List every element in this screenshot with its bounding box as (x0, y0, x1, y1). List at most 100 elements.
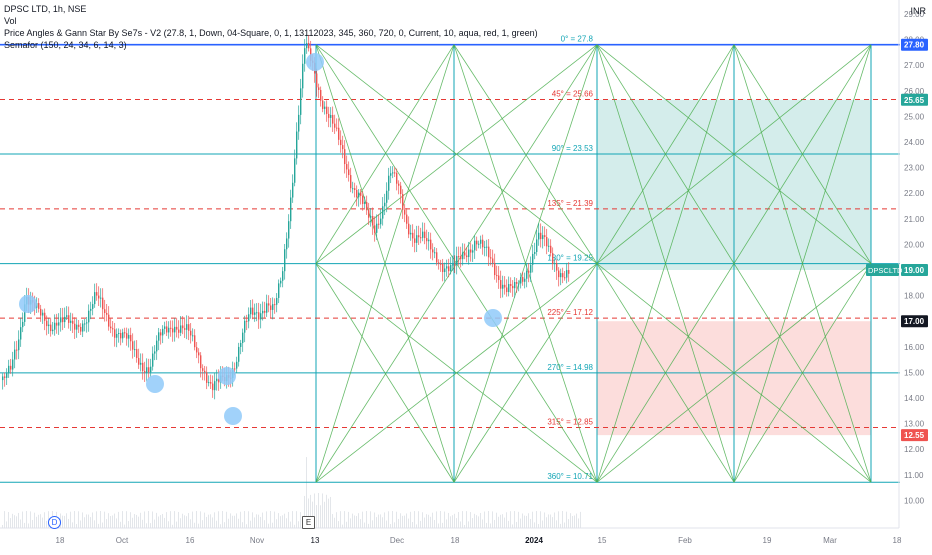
volume-bar (488, 511, 489, 528)
candle-body (6, 373, 8, 378)
volume-bar (330, 496, 331, 528)
volume-indicator-label[interactable]: Vol (4, 16, 17, 26)
symbol-title[interactable]: DPSC LTD, 1h, NSE (4, 4, 87, 14)
volume-bar (198, 523, 199, 528)
candle-body (410, 232, 412, 235)
candle-body (448, 266, 450, 272)
candle-body (494, 262, 496, 276)
candle-body (150, 366, 152, 373)
currency-label[interactable]: INR (910, 6, 927, 16)
candle-body (8, 365, 10, 374)
volume-bar (500, 514, 501, 528)
candle-body (444, 268, 446, 273)
semafor-indicator-label[interactable]: Semafor (150, 24, 34, 6, 14, 3) (4, 40, 127, 50)
candle-body (76, 324, 78, 330)
volume-bar (178, 511, 179, 528)
candle-body (522, 277, 524, 282)
candle-body (382, 206, 384, 219)
volume-bar (504, 517, 505, 528)
candle-body (352, 188, 354, 190)
volume-bar (390, 524, 391, 528)
volume-bar (336, 512, 337, 528)
volume-bar (370, 511, 371, 528)
candle-body (160, 332, 162, 336)
candle-body (358, 192, 360, 198)
volume-bar (220, 524, 221, 528)
volume-bar (406, 513, 407, 528)
volume-bar (576, 513, 577, 528)
volume-bar (530, 518, 531, 528)
candle-body (206, 372, 208, 383)
y-axis-tick-label: 21.00 (904, 215, 925, 224)
y-axis-tick-label: 10.00 (904, 496, 925, 505)
volume-bar (454, 513, 455, 528)
volume-bar (360, 519, 361, 528)
volume-bar (308, 498, 309, 528)
candle-body (334, 123, 336, 128)
volume-bar (234, 515, 235, 528)
volume-bar (376, 517, 377, 528)
earnings-event-marker[interactable]: E (302, 516, 315, 529)
candle-body (70, 320, 72, 323)
candle-body (536, 239, 538, 253)
candle-body (280, 280, 282, 284)
volume-bar (142, 519, 143, 528)
volume-bar (180, 518, 181, 528)
volume-bar (38, 514, 39, 528)
candle-body (68, 315, 70, 323)
candle-body (514, 282, 516, 289)
candle-body (326, 106, 328, 114)
candle-body (198, 352, 200, 356)
x-axis-tick-label: Oct (116, 536, 129, 545)
volume-bar (232, 515, 233, 528)
volume-bar (382, 517, 383, 528)
candle-body (372, 216, 374, 226)
dividend-event-marker[interactable]: D (48, 516, 61, 529)
candle-body (356, 189, 358, 198)
volume-bar (502, 514, 503, 528)
volume-bar (368, 523, 369, 528)
volume-bar (226, 511, 227, 528)
candle-body (126, 333, 128, 339)
volume-bar (496, 512, 497, 528)
gann-indicator-label[interactable]: Price Angles & Gann Star By Se7s - V2 (2… (4, 28, 538, 38)
candle-body (434, 252, 436, 254)
candle-body (378, 223, 380, 225)
volume-bar (438, 523, 439, 528)
candle-body (238, 346, 240, 362)
volume-bar (338, 521, 339, 528)
volume-bar (122, 511, 123, 528)
candle-body (520, 277, 522, 284)
volume-bar (208, 514, 209, 528)
candle-body (354, 188, 356, 190)
candle-body (96, 292, 98, 296)
volume-bar (324, 501, 325, 528)
candle-body (264, 310, 266, 313)
angle-level-label: 360° = 10.71 (547, 472, 593, 481)
volume-bar (238, 518, 239, 528)
volume-bar (82, 512, 83, 528)
volume-bar (36, 516, 37, 528)
volume-bar (8, 512, 9, 528)
volume-bar (452, 515, 453, 528)
volume-bar (546, 517, 547, 528)
candle-body (558, 270, 560, 278)
candle-body (430, 239, 432, 250)
volume-bar (214, 512, 215, 528)
candle-body (490, 257, 492, 259)
candle-body (186, 324, 188, 330)
candle-body (478, 243, 480, 245)
volume-bar (186, 516, 187, 528)
candle-body (56, 322, 58, 326)
volume-bar (18, 512, 19, 528)
candle-body (330, 114, 332, 118)
candle-body (118, 332, 120, 334)
volume-bar (10, 518, 11, 528)
volume-bar (26, 511, 27, 528)
candle-body (64, 316, 66, 323)
candle-body (168, 327, 170, 333)
volume-bar (362, 511, 363, 528)
candle-body (2, 376, 4, 381)
